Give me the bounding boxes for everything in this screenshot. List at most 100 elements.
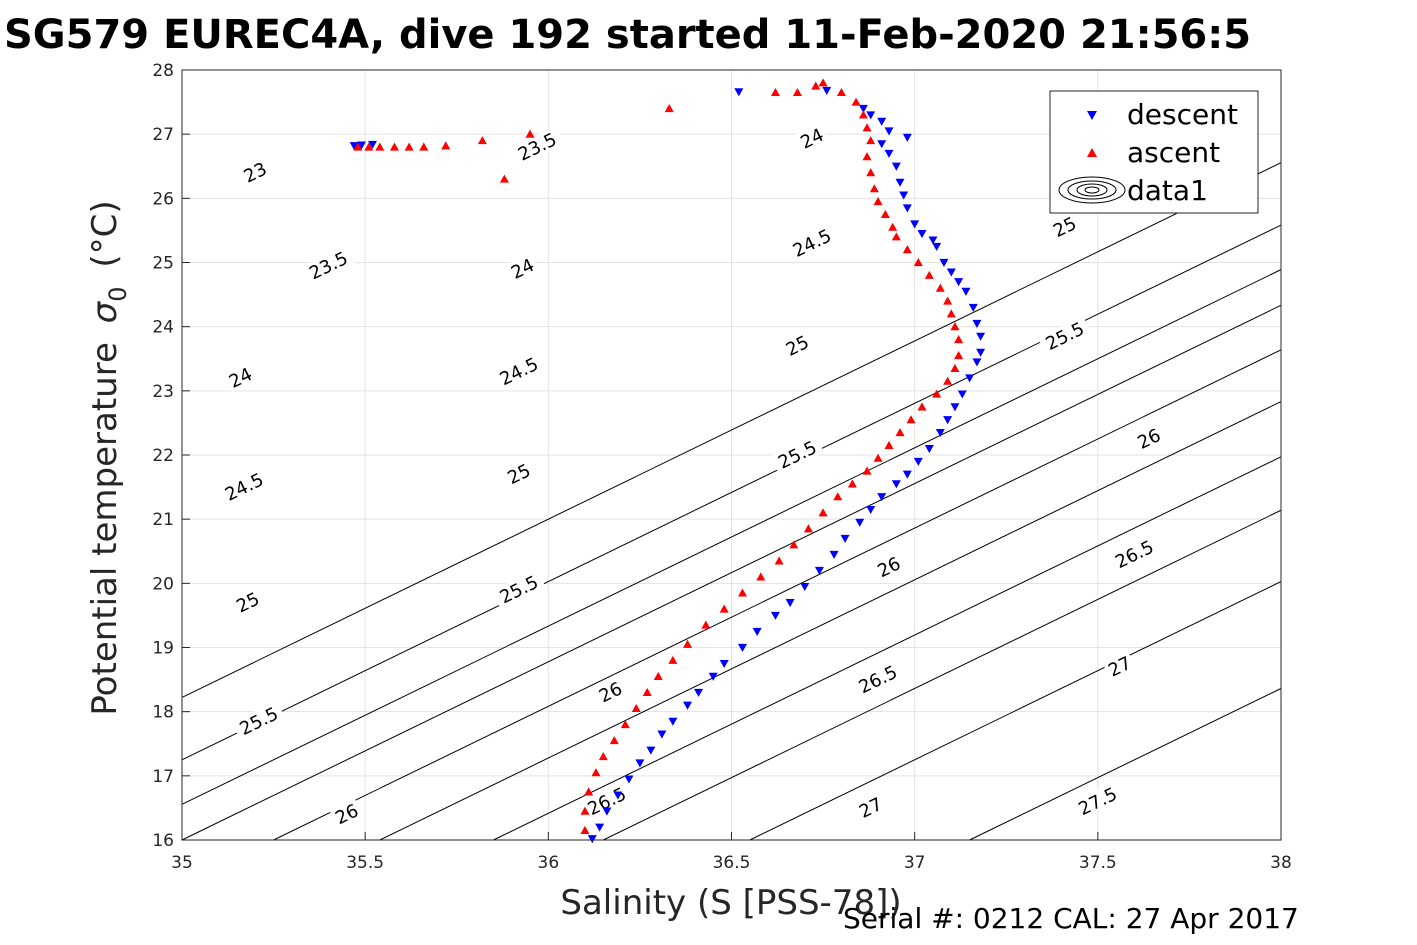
ascent-point [631,703,641,713]
ascent-point [902,245,912,254]
descent-point [939,258,949,267]
descent-point [785,598,795,608]
descent-point [719,659,729,669]
ascent-point [932,389,942,398]
legend-descent-marker [1087,111,1097,120]
ascent-point [668,655,678,664]
descent-point [965,374,975,383]
ascent-point [477,136,487,145]
ascent-point [818,78,828,87]
y-tick-label: 27 [152,125,174,145]
ascent-point [389,142,399,151]
descent-point [602,807,612,816]
descent-point [954,278,964,287]
ascent-point [419,142,429,151]
descent-point [877,140,887,149]
descent-point [924,444,934,454]
descent-point [829,550,839,559]
descent-point [976,332,986,341]
contour-label-background [770,434,824,475]
ascent-point [818,508,828,517]
contour-label-background [1070,780,1125,821]
contour-label-background [1131,422,1166,454]
contour-line-24.5 [181,304,1282,841]
descent-point [683,701,693,710]
y-tick-label: 19 [152,639,174,659]
x-tick-label: 38 [1270,853,1292,873]
descent-point [349,142,359,151]
y-axis-label-symbol: σ [85,300,125,323]
contour-label-background [223,361,258,393]
contour-label-background [216,466,271,507]
legend-ascent-marker [1087,148,1097,157]
contour-label-background [1102,650,1137,681]
ascent-point [770,87,780,97]
descent-point [895,178,905,187]
y-axis-label-subscript: 0 [104,286,132,301]
descent-point [814,566,824,575]
ascent-point [642,687,652,697]
ascent-point [869,184,879,193]
ascent-point [935,283,945,292]
descent-point [668,717,678,726]
descent-point [913,457,923,466]
descent-point [822,86,832,96]
ascent-point [353,142,363,151]
descent-point [950,403,960,412]
descent-point [635,759,645,768]
contour-line-23.5 [181,224,1282,761]
ascent-point [756,572,766,581]
ascent-point [653,671,663,680]
ascent-point [866,136,876,145]
contour-label-background [1107,533,1161,574]
ascent-point [906,415,916,424]
descent-point [708,672,718,681]
y-tick-label: 22 [152,446,174,466]
y-tick-label: 20 [152,574,174,594]
descent-point [935,428,945,438]
density-contours [181,162,1282,841]
descent-point [877,493,887,502]
ascent-point [375,142,385,151]
ascent-point [913,258,923,267]
contour-label-background [501,458,536,489]
descent-point [891,480,901,489]
y-tick-label: 17 [152,767,174,787]
ascent-point [591,768,601,777]
x-tick-label: 36 [538,853,560,873]
descent-point [646,746,656,755]
ascent-point [701,620,711,629]
ascent-point [441,141,451,150]
y-tick-label: 25 [152,254,174,274]
contour-label-background [871,551,906,582]
descent-point [800,582,810,592]
ascent-point [954,335,964,344]
contour-line-25.5 [379,401,1282,841]
ascent-point [873,197,883,206]
descent-point [976,348,986,357]
x-tick-label: 37.5 [1079,853,1117,873]
serial-calibration-note: Serial #: 0212 CAL: 27 Apr 2017 [843,902,1299,935]
descent-point [891,162,901,171]
descent-point [968,303,978,312]
contour-label-background [1037,315,1092,356]
ascent-point [884,440,894,449]
y-tick-label: 28 [152,61,174,81]
ascent-point [946,309,956,318]
contour-label-background [780,329,814,361]
ascent-point [851,97,861,106]
descent-point [972,358,982,367]
ascent-point [774,556,784,565]
ascent-point [873,453,883,462]
y-axis-label: Potential temperature σ0 (°C) [85,200,135,715]
contour-line-24 [181,269,1282,805]
descent-point [866,505,876,515]
descent-point [595,823,605,832]
descent-point [840,534,850,543]
legend-data1-label: data1 [1127,174,1208,207]
contour-label-background [237,156,272,187]
ascent-point [404,142,414,151]
descent-point [884,149,894,158]
contour-label-background [491,350,546,391]
ascent-point [880,209,890,218]
